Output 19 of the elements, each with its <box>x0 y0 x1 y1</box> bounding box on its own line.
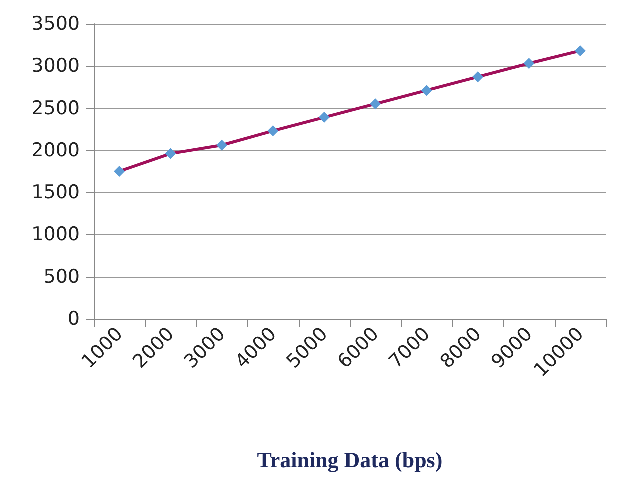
point <box>114 166 126 177</box>
point <box>268 126 279 137</box>
x-axis-title: Training Data (bps) <box>257 448 443 472</box>
y-tick-label: 500 <box>44 266 80 288</box>
y-tick-label: 1500 <box>32 182 80 204</box>
point <box>524 58 535 70</box>
y-tick-label: 2000 <box>32 139 80 162</box>
y-tick-label: 2500 <box>32 97 80 120</box>
y-tick-label: 3000 <box>32 55 80 78</box>
point <box>370 98 382 110</box>
point <box>472 72 484 83</box>
point <box>574 45 586 56</box>
point <box>421 85 432 96</box>
y-tick-label: 3500 <box>32 13 80 35</box>
point <box>216 140 228 151</box>
y-tick-label: 1000 <box>32 224 80 246</box>
point <box>318 112 330 124</box>
point <box>165 148 176 160</box>
y-tick-label: 0 <box>68 308 80 330</box>
